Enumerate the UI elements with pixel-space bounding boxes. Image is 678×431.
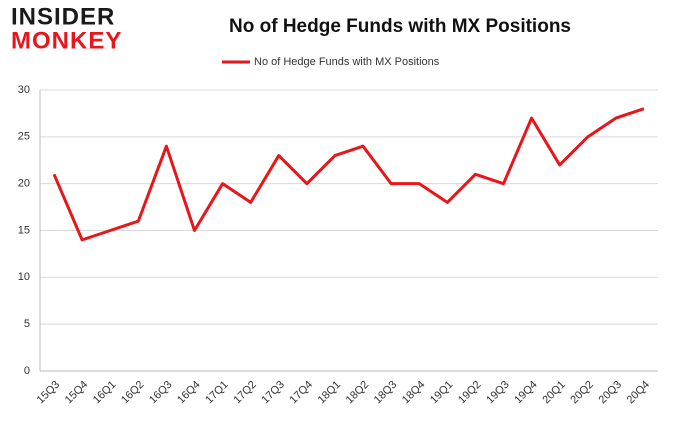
x-tick-label: 20Q1 (540, 379, 568, 407)
y-tick-label: 10 (18, 271, 30, 283)
logo-line2: MONKEY (11, 27, 122, 54)
y-tick-label: 5 (24, 318, 30, 330)
x-tick-label: 17Q4 (288, 379, 316, 407)
x-tick-label: 18Q1 (316, 379, 344, 407)
x-tick-label: 17Q3 (259, 379, 287, 407)
y-tick-label: 15 (18, 224, 30, 236)
x-tick-label: 16Q3 (147, 379, 175, 407)
x-tick-label: 19Q4 (512, 379, 540, 407)
y-tick-label: 25 (18, 131, 30, 143)
x-tick-label: 18Q3 (372, 379, 400, 407)
logo-line1: INSIDER (11, 3, 115, 30)
y-tick-label: 0 (24, 365, 30, 377)
x-tick-label: 17Q1 (203, 379, 231, 407)
x-tick-label: 20Q4 (625, 379, 653, 407)
y-tick-label: 20 (18, 178, 30, 190)
legend-label: No of Hedge Funds with MX Positions (254, 56, 440, 68)
x-tick-label: 19Q2 (456, 379, 484, 407)
x-tick-label: 18Q4 (400, 379, 428, 407)
data-line (52, 107, 645, 242)
x-tick-label: 20Q2 (568, 379, 596, 407)
y-tick-label: 30 (18, 84, 30, 96)
x-tick-label: 16Q1 (91, 379, 119, 407)
x-tick-label: 15Q4 (63, 379, 91, 407)
x-tick-label: 18Q2 (344, 379, 372, 407)
x-tick-label: 16Q4 (175, 379, 203, 407)
x-tick-label: 17Q2 (231, 379, 259, 407)
x-tick-label: 20Q3 (597, 379, 625, 407)
x-tick-label: 15Q3 (35, 379, 63, 407)
x-tick-label: 19Q3 (484, 379, 512, 407)
chart-title: No of Hedge Funds with MX Positions (229, 16, 571, 37)
x-tick-label: 16Q2 (119, 379, 147, 407)
x-tick-label: 19Q1 (428, 379, 456, 407)
